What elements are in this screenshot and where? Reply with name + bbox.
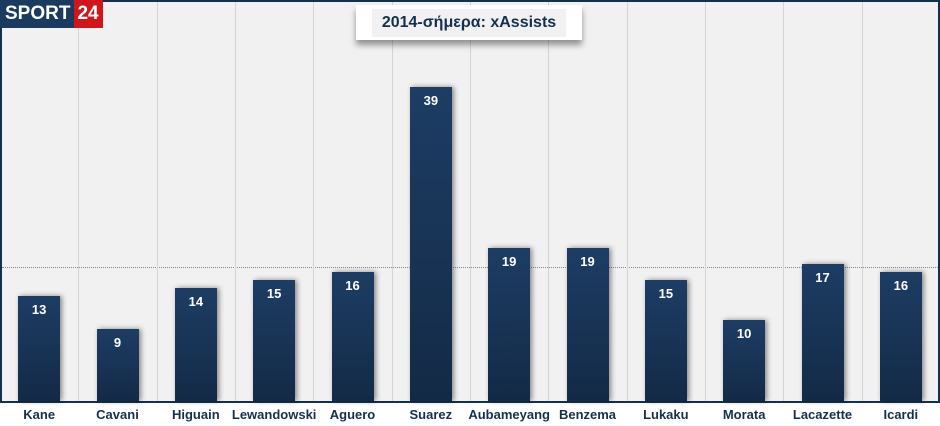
- x-tick-label: Kane: [23, 407, 56, 422]
- bar-kane: 13: [18, 296, 61, 401]
- bar-icardi: 16: [879, 272, 922, 401]
- data-label: 15: [266, 286, 282, 302]
- data-label: 10: [736, 326, 752, 342]
- gridline: [626, 2, 628, 401]
- gridline: [705, 2, 706, 401]
- bar-benzema: 19: [566, 248, 609, 401]
- bar-lukaku: 15: [644, 280, 687, 401]
- x-tick-label: Lewandowski: [231, 407, 317, 422]
- chart-title: 2014-σήμερα: xAssists: [371, 8, 567, 37]
- sport24-logo: SPORT 24: [0, 0, 103, 28]
- bar-lacazette: 17: [801, 264, 844, 401]
- data-label: 19: [580, 254, 595, 270]
- x-tick-label: Aubameyang: [468, 407, 550, 422]
- bar-higuain: 14: [174, 288, 217, 401]
- gridline: [156, 2, 158, 401]
- data-label: 13: [31, 302, 47, 318]
- logo-text: SPORT: [0, 0, 75, 28]
- x-tick-label: Cavani: [96, 407, 139, 422]
- gridline: [470, 2, 471, 401]
- data-label: 9: [113, 334, 122, 350]
- bar-aubameyang: 19: [488, 248, 531, 401]
- bar-morata: 10: [723, 320, 766, 401]
- x-tick-label: Aguero: [329, 407, 376, 422]
- gridline: [861, 2, 863, 401]
- x-tick-label: Lacazette: [792, 407, 853, 422]
- data-label: 17: [815, 270, 830, 286]
- gridline: [78, 2, 80, 401]
- data-label: 16: [893, 278, 909, 294]
- gridline: [313, 2, 315, 401]
- bar-aguero: 16: [331, 272, 374, 401]
- data-label: 19: [501, 254, 517, 270]
- gridline: [548, 2, 550, 401]
- x-tick-label: Benzema: [558, 407, 617, 422]
- bar-lewandowski: 15: [253, 280, 296, 401]
- data-label: 16: [345, 278, 360, 294]
- x-tick-label: Icardi: [883, 407, 919, 422]
- data-label: 15: [658, 286, 674, 302]
- bar-suarez: 39: [409, 87, 452, 401]
- data-label: 39: [423, 93, 439, 108]
- chart-area: [0, 0, 940, 403]
- gridline: [783, 2, 785, 401]
- x-tick-label: Higuain: [171, 407, 220, 422]
- x-tick-label: Lukaku: [643, 407, 689, 422]
- logo-number: 24: [74, 0, 103, 28]
- gridline: [391, 2, 393, 401]
- x-tick-label: Suarez: [409, 407, 453, 422]
- chart-title-box: 2014-σήμερα: xAssists: [356, 5, 582, 40]
- gridline: [235, 2, 236, 401]
- x-tick-label: Morata: [722, 407, 766, 422]
- bar-cavani: 9: [96, 328, 139, 401]
- data-label: 14: [188, 294, 204, 310]
